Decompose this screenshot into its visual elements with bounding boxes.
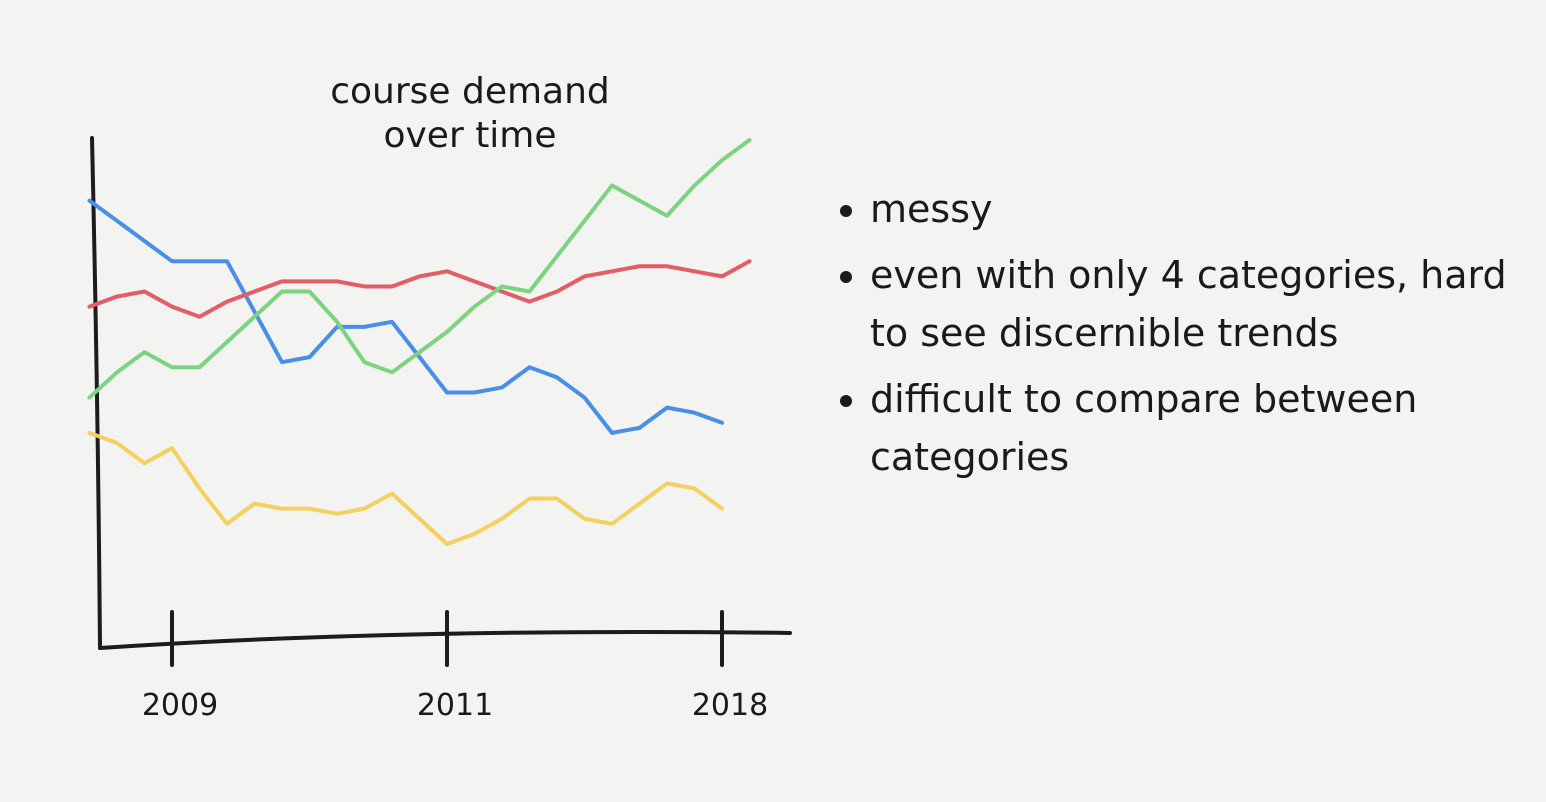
notes: messy even with only 4 categories, hard … [840,180,1520,494]
note: difficult to compare between categories [870,370,1520,486]
x-tick-label: 2011 [417,688,493,723]
note: messy [870,180,1520,238]
series-line [87,430,724,546]
chart-title: course demand over time [330,71,610,156]
series-line [87,138,752,400]
chart: 2009 2011 2018 [87,136,792,723]
series-line [87,198,724,435]
x-tick-label: 2009 [142,688,218,723]
y-axis [90,136,102,650]
series-line [87,259,752,319]
x-axis [98,630,792,650]
x-tick-label: 2018 [692,688,768,723]
note: even with only 4 categories, hard to see… [870,246,1520,362]
